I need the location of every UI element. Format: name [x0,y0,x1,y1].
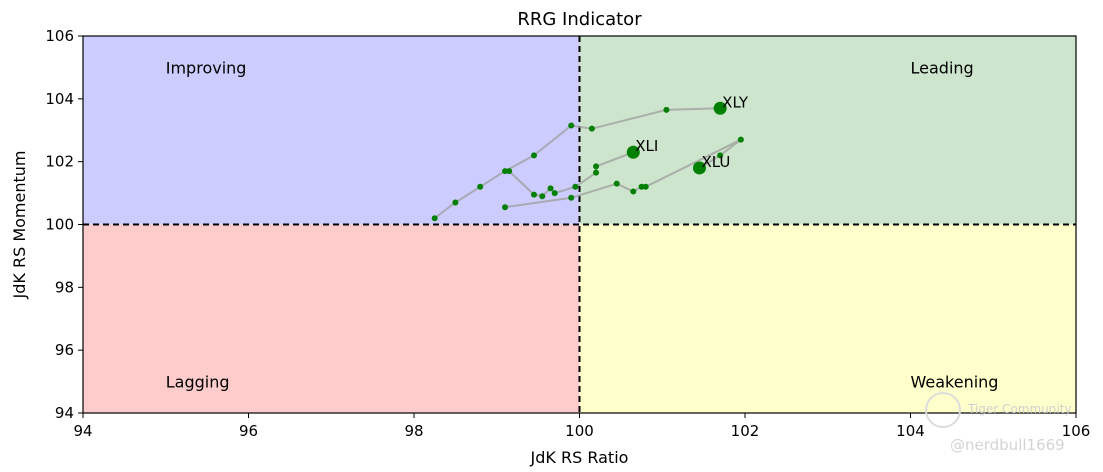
tail-point-xly-3 [502,168,509,175]
current-point-xlu [692,161,706,175]
watermark-user: @nerdbull1669 [950,436,1065,454]
tail-point-xli-5 [572,183,579,190]
tail-point-xly-4 [530,152,537,159]
tail-point-xlu-0 [502,204,509,211]
series-label-xly: XLY [722,93,749,111]
x-tick-label-6: 106 [1062,422,1091,440]
tail-point-xlu-4 [638,183,645,190]
tail-point-xly-1 [452,199,459,206]
x-tick-label-1: 96 [239,422,258,440]
quadrant-lagging [83,224,580,413]
y-tick-label-6: 106 [45,27,74,45]
tail-point-xlu-5 [642,183,649,190]
quadrant-label-lagging: Lagging [166,373,230,392]
y-tick-label-4: 102 [45,153,74,171]
x-tick-label-3: 100 [565,422,594,440]
watermark-community: Tiger Community [968,402,1072,416]
series-label-xlu: XLU [701,153,730,171]
tail-point-xly-6 [588,125,595,132]
tail-point-xlu-3 [630,188,637,195]
quadrant-label-weakening: Weakening [911,373,999,392]
tail-point-xly-5 [568,122,575,129]
y-axis-label: JdK RS Momentum [10,151,29,300]
tail-point-xly-0 [431,215,438,222]
x-tick-label-0: 94 [73,422,92,440]
tail-point-xlu-6 [737,136,744,143]
x-axis-label: JdK RS Ratio [530,448,629,467]
current-point-xli [626,145,640,159]
y-tick-label-3: 100 [45,216,74,234]
current-point-xly [713,101,727,115]
x-tick-label-2: 98 [404,422,423,440]
tail-point-xli-0 [506,168,513,175]
tail-point-xli-4 [551,190,558,197]
tail-point-xli-6 [593,169,600,176]
tail-point-xly-7 [663,106,670,113]
chart-title: RRG Indicator [517,9,642,30]
quadrant-improving [83,36,580,225]
y-tick-label-0: 94 [55,404,74,422]
tail-point-xli-7 [593,163,600,170]
y-tick-label-2: 98 [55,278,74,296]
y-tick-label-5: 104 [45,90,74,108]
quadrant-label-improving: Improving [166,58,247,77]
tail-point-xly-2 [477,183,484,190]
quadrant-label-leading: Leading [911,58,974,77]
series-label-xli: XLI [635,137,658,155]
x-tick-label-4: 102 [731,422,760,440]
quadrant-leading [579,36,1076,225]
x-tick-label-5: 104 [896,422,925,440]
tiger-logo-icon [925,392,961,428]
tail-point-xlu-1 [568,194,575,201]
tail-point-xli-1 [530,191,537,198]
tail-point-xlu-2 [613,180,620,187]
y-tick-label-1: 96 [55,341,74,359]
tail-point-xlu-7 [717,152,724,159]
tail-point-xli-3 [547,185,554,192]
tail-point-xli-2 [539,193,546,200]
quadrant-weakening [579,224,1076,413]
